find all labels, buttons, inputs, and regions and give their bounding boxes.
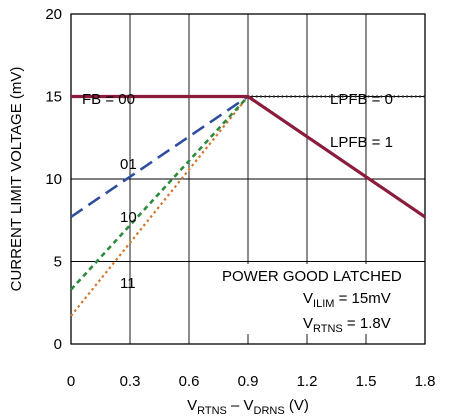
- y-tick-label: 0: [54, 336, 62, 353]
- series-10-label: 10: [120, 209, 137, 226]
- lpfb-1-label: LPFB = 1: [330, 134, 393, 151]
- lpfb-0-label: LPFB = 0: [330, 91, 393, 108]
- y-tick-label: 10: [45, 171, 62, 188]
- series-line-00: [71, 94, 426, 219]
- x-axis-label: VRTNS – VDRNS (V): [187, 397, 309, 417]
- series-line-01: [70, 95, 249, 218]
- x-tick-label: 0.6: [179, 373, 200, 390]
- data-series: [70, 94, 427, 317]
- x-tick-label: 0.9: [238, 373, 259, 390]
- power-good-annotation-background: [215, 264, 417, 334]
- series-01-label: 01: [120, 156, 137, 173]
- series-11-label: 11: [120, 275, 136, 292]
- power-good-latched-label: POWER GOOD LATCHED: [222, 268, 402, 285]
- y-tick-labels: 0 5 10 15 20: [45, 6, 62, 353]
- vilim-annotation: VILIM = 15mV: [303, 290, 391, 310]
- x-tick-label: 1.2: [297, 373, 318, 390]
- x-tick-label: 1.8: [415, 373, 436, 390]
- x-tick-labels: 0 0.3 0.6 0.9 1.2 1.5 1.8: [67, 373, 436, 390]
- y-tick-label: 15: [45, 89, 62, 106]
- grid-lines: [71, 14, 425, 344]
- x-tick-label: 0.3: [120, 373, 141, 390]
- vrtns-annotation: VRTNS = 1.8V: [303, 315, 391, 335]
- x-tick-label: 0: [67, 373, 75, 390]
- fb-00-label: FB = 00: [82, 91, 135, 108]
- x-tick-label: 1.5: [356, 373, 377, 390]
- series-line-10: [70, 95, 249, 291]
- y-tick-label: 20: [45, 6, 62, 23]
- y-tick-label: 5: [54, 254, 62, 271]
- y-axis-label: CURRENT LIMIT VOLTAGE (mV): [8, 67, 25, 292]
